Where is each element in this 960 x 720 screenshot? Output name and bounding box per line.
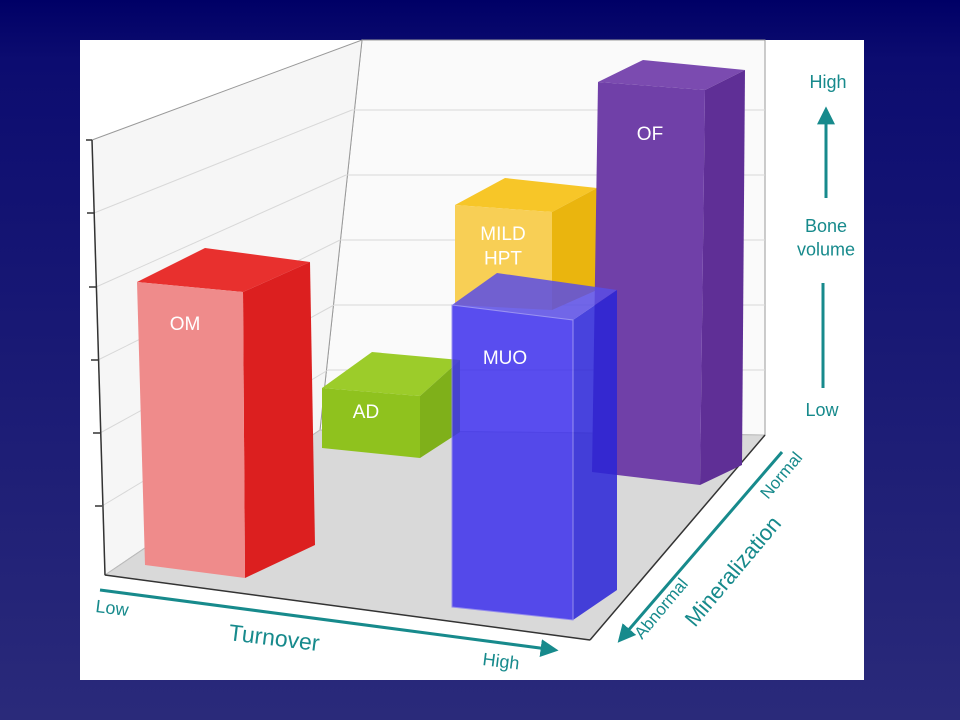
bone-volume-axis: High Bone volume Low	[797, 72, 855, 420]
bar-label: OM	[170, 314, 201, 335]
bar-of: OF	[592, 60, 745, 485]
bar-label: MUO	[483, 348, 527, 369]
axis-high: High	[809, 72, 846, 92]
bar-om: OM	[137, 248, 315, 578]
axis-low: Low	[95, 596, 131, 620]
bar-label: OF	[637, 124, 663, 145]
bar-label: AD	[353, 402, 379, 423]
bar-ad: AD	[322, 352, 460, 458]
axis-low: Low	[805, 400, 839, 420]
bar-label: MILD HPT	[480, 224, 525, 270]
axis-high: High	[482, 649, 521, 673]
axis-title: Bone volume	[797, 216, 855, 259]
bar-muo: MUO	[451, 273, 617, 621]
